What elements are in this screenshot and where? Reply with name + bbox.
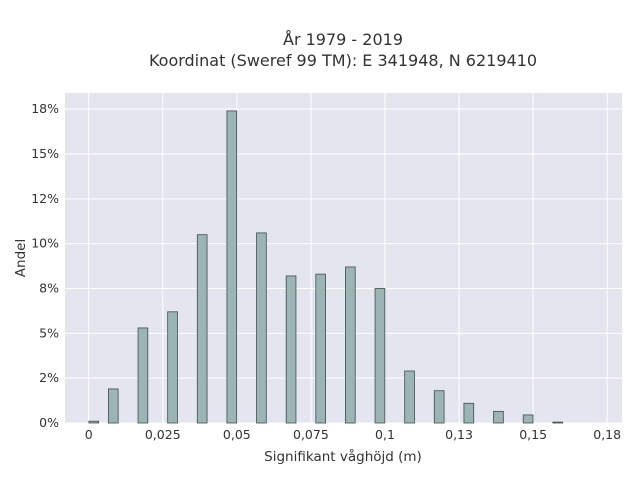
plot-area: [65, 93, 622, 423]
x-tick-label: 0,075: [293, 427, 329, 442]
histogram-bar: [433, 390, 445, 424]
histogram-bar: [315, 273, 326, 424]
histogram-bar: [108, 388, 119, 424]
x-tick-label: 0,05: [223, 427, 251, 442]
x-tick-label: 0: [85, 427, 93, 442]
y-tick-label: 8%: [39, 280, 59, 295]
histogram-bar: [167, 311, 178, 424]
bars: [88, 110, 563, 424]
y-tick-labels: 0% 2% 5% 8% 10% 12% 15% 18%: [31, 101, 59, 430]
histogram-bar: [285, 275, 297, 424]
y-tick-label: 15%: [31, 146, 59, 161]
histogram-bar: [463, 402, 475, 424]
x-axis-label: Signifikant våghöjd (m): [264, 448, 422, 465]
x-tick-label: 0,15: [519, 427, 547, 442]
histogram-bar: [88, 420, 100, 424]
histogram-bar: [256, 232, 267, 424]
x-tick-label: 0,13: [445, 427, 473, 442]
grid-lines: [65, 93, 622, 424]
histogram-bar: [374, 288, 386, 424]
histogram-bar: [404, 370, 415, 424]
histogram-bar: [552, 421, 563, 424]
x-tick-labels: 0 0,025 0,05 0,075 0,1 0,13 0,15 0,18: [85, 427, 621, 442]
y-tick-label: 2%: [39, 370, 59, 385]
histogram-bar: [522, 414, 534, 424]
y-tick-label: 0%: [39, 415, 59, 430]
histogram-bar: [196, 234, 208, 424]
y-tick-label: 5%: [39, 325, 59, 340]
histogram-bar: [226, 110, 238, 424]
x-tick-label: 0,025: [145, 427, 181, 442]
y-tick-label: 10%: [31, 236, 59, 251]
histogram-bar: [345, 266, 356, 424]
histogram-bar: [137, 327, 149, 424]
chart-subtitle: Koordinat (Sweref 99 TM): E 341948, N 62…: [149, 51, 537, 70]
x-tick-label: 0,1: [375, 427, 395, 442]
y-axis-label: Andel: [13, 239, 29, 277]
histogram-bar: [493, 410, 504, 424]
y-tick-label: 18%: [31, 101, 59, 116]
x-tick-label: 0,18: [593, 427, 621, 442]
chart-title: År 1979 - 2019: [283, 30, 403, 49]
y-tick-label: 12%: [31, 191, 59, 206]
